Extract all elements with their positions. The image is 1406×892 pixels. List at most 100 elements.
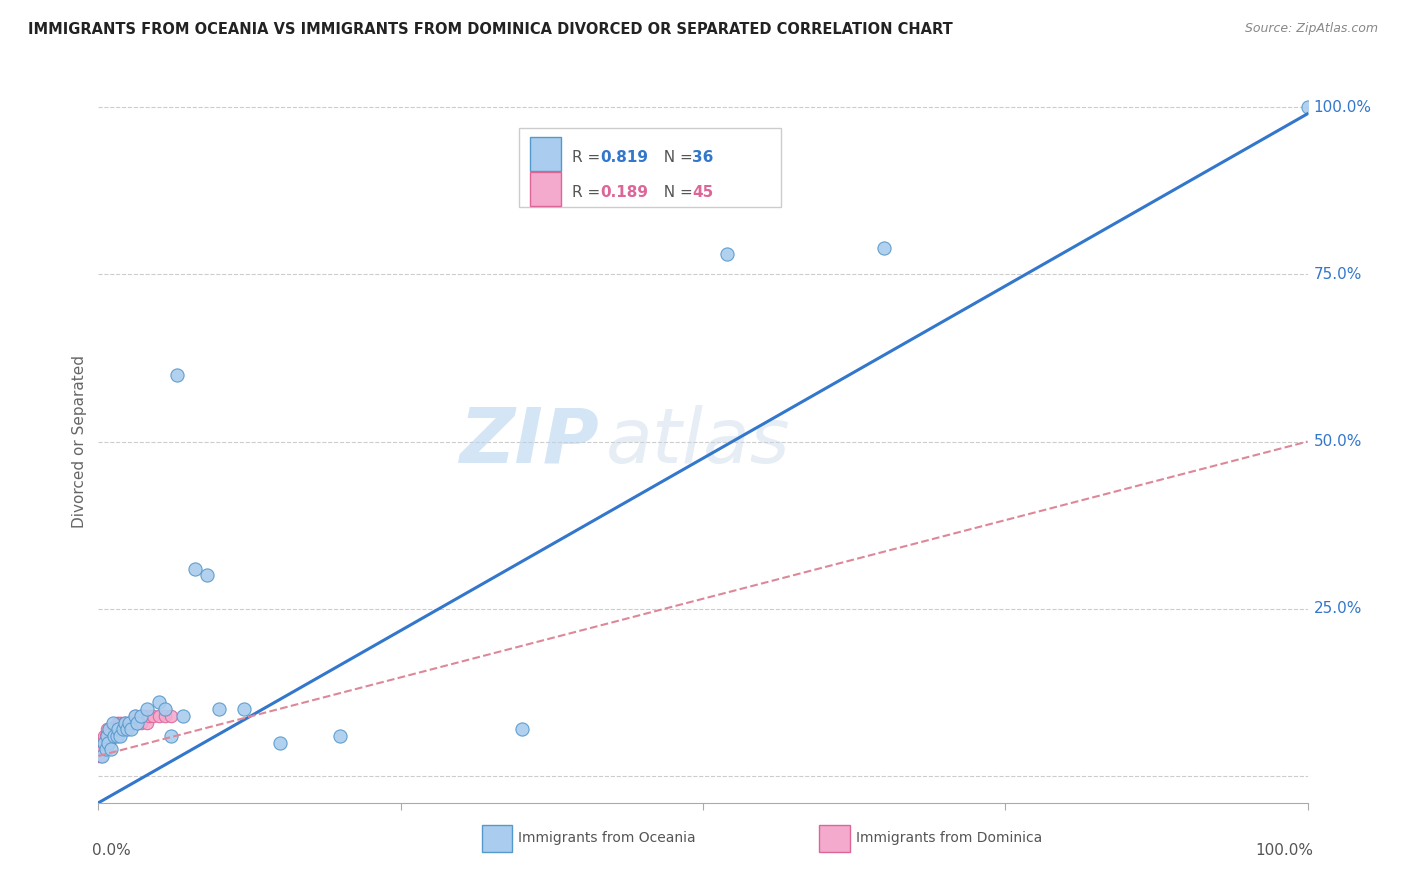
Point: [107, 723, 129, 737]
Point: [716, 247, 738, 261]
Point: [873, 240, 896, 255]
Point: [91, 749, 114, 764]
Text: N =: N =: [654, 150, 697, 165]
Point: [98, 735, 121, 749]
Point: [184, 562, 207, 576]
Point: [114, 715, 136, 730]
Text: R =: R =: [572, 185, 606, 200]
Point: [103, 723, 125, 737]
Text: IMMIGRANTS FROM OCEANIA VS IMMIGRANTS FROM DOMINICA DIVORCED OR SEPARATED CORREL: IMMIGRANTS FROM OCEANIA VS IMMIGRANTS FR…: [28, 22, 953, 37]
Text: 0.819: 0.819: [600, 150, 648, 165]
Point: [91, 742, 114, 756]
Point: [172, 708, 194, 723]
Point: [269, 735, 291, 749]
Point: [108, 715, 131, 730]
Point: [153, 708, 176, 723]
Point: [89, 742, 111, 756]
Text: 100.0%: 100.0%: [1256, 843, 1313, 858]
Point: [107, 723, 129, 737]
Point: [121, 715, 143, 730]
Point: [97, 735, 120, 749]
Point: [101, 715, 124, 730]
Point: [100, 723, 122, 737]
Point: [160, 708, 183, 723]
Point: [105, 715, 128, 730]
Point: [117, 723, 139, 737]
Point: [134, 708, 156, 723]
Text: 50.0%: 50.0%: [1313, 434, 1362, 449]
Point: [108, 723, 131, 737]
Point: [160, 729, 183, 743]
Point: [118, 715, 141, 730]
Point: [97, 729, 120, 743]
Point: [166, 368, 188, 382]
Point: [510, 723, 533, 737]
Point: [120, 723, 142, 737]
Point: [127, 715, 149, 730]
Point: [93, 735, 115, 749]
Text: Immigrants from Oceania: Immigrants from Oceania: [517, 831, 696, 846]
Point: [100, 729, 122, 743]
Point: [105, 729, 128, 743]
Text: 36: 36: [692, 150, 713, 165]
Point: [111, 723, 134, 737]
Point: [138, 708, 160, 723]
Point: [104, 723, 127, 737]
Point: [124, 708, 146, 723]
Text: N =: N =: [654, 185, 697, 200]
Point: [103, 729, 125, 743]
Text: 0.0%: 0.0%: [93, 843, 131, 858]
Point: [112, 715, 135, 730]
Point: [105, 723, 128, 737]
Text: 45: 45: [692, 185, 713, 200]
Point: [101, 723, 124, 737]
Point: [100, 729, 122, 743]
Point: [142, 708, 165, 723]
Point: [208, 702, 231, 716]
Point: [129, 715, 152, 730]
Point: [91, 735, 114, 749]
Point: [127, 715, 149, 730]
Point: [129, 708, 152, 723]
Point: [108, 729, 131, 743]
Text: 100.0%: 100.0%: [1313, 100, 1372, 114]
Text: ZIP: ZIP: [461, 405, 600, 478]
Point: [100, 742, 122, 756]
Point: [94, 729, 117, 743]
Point: [135, 715, 157, 730]
Point: [96, 723, 118, 737]
Text: R =: R =: [572, 150, 606, 165]
Point: [153, 702, 176, 716]
Point: [98, 723, 121, 737]
Text: Immigrants from Dominica: Immigrants from Dominica: [855, 831, 1042, 846]
Point: [118, 715, 141, 730]
Point: [94, 742, 117, 756]
Point: [329, 729, 352, 743]
Point: [96, 729, 118, 743]
Point: [1296, 100, 1319, 114]
Point: [87, 749, 110, 764]
Point: [148, 708, 170, 723]
Point: [98, 723, 121, 737]
Point: [93, 729, 115, 743]
Point: [114, 715, 136, 730]
Text: Source: ZipAtlas.com: Source: ZipAtlas.com: [1244, 22, 1378, 36]
Point: [103, 729, 125, 743]
Point: [124, 708, 146, 723]
Point: [96, 735, 118, 749]
Point: [111, 723, 134, 737]
Point: [101, 729, 124, 743]
Text: 25.0%: 25.0%: [1313, 601, 1362, 616]
Point: [93, 735, 115, 749]
Point: [148, 696, 170, 710]
Point: [195, 568, 218, 582]
Point: [117, 723, 139, 737]
Text: 75.0%: 75.0%: [1313, 267, 1362, 282]
Text: 0.189: 0.189: [600, 185, 648, 200]
Point: [110, 715, 132, 730]
Point: [94, 742, 117, 756]
Y-axis label: Divorced or Separated: Divorced or Separated: [72, 355, 87, 528]
Point: [90, 749, 112, 764]
Point: [232, 702, 254, 716]
Point: [97, 735, 120, 749]
